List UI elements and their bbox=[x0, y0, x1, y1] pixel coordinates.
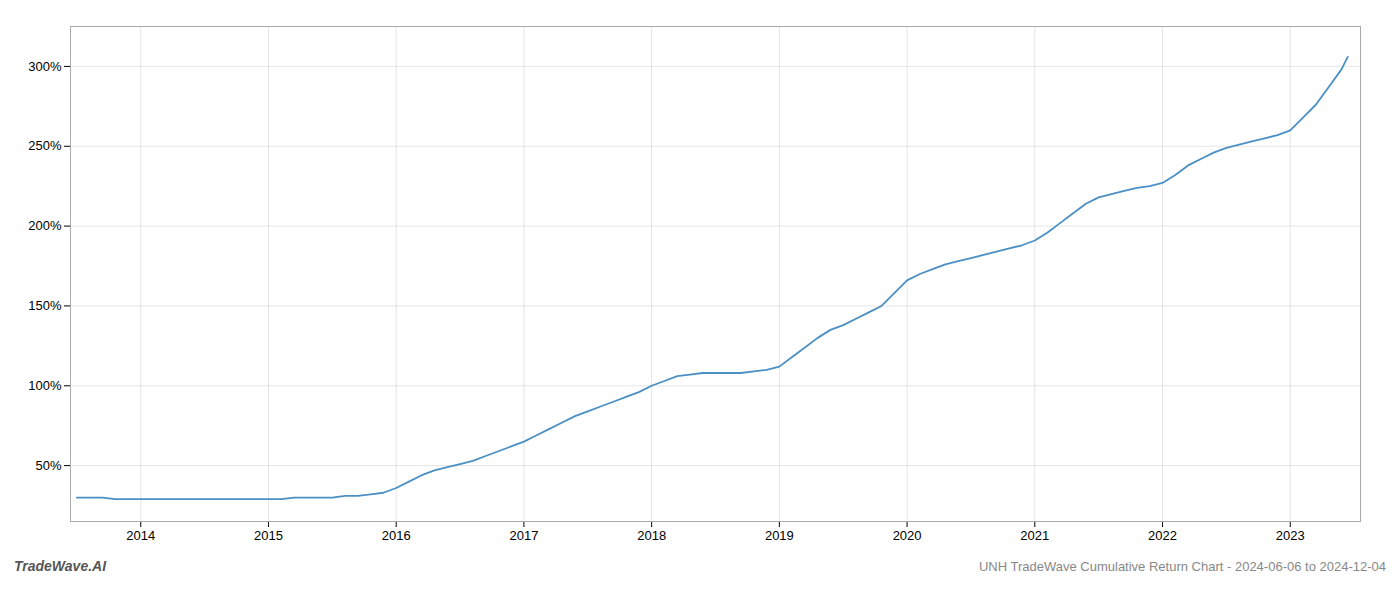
html-text:UNH TradeWave Cumulative Retur: UNH TradeWave Cumulative Return Chart - … bbox=[978, 559, 1386, 574]
svg-text:2020: 2020 bbox=[893, 528, 922, 543]
svg-text:2021: 2021 bbox=[1020, 528, 1049, 543]
svg-text:250%: 250% bbox=[28, 138, 62, 153]
svg-text:300%: 300% bbox=[28, 59, 62, 74]
svg-text:100%: 100% bbox=[28, 378, 62, 393]
svg-text:2022: 2022 bbox=[1148, 528, 1177, 543]
svg-text:2016: 2016 bbox=[382, 528, 411, 543]
svg-text:2018: 2018 bbox=[637, 528, 666, 543]
svg-text:50%: 50% bbox=[35, 458, 61, 473]
html-text:TradeWave.AI: TradeWave.AI bbox=[14, 558, 107, 574]
svg-text:200%: 200% bbox=[28, 218, 62, 233]
svg-text:2015: 2015 bbox=[254, 528, 283, 543]
svg-text:2019: 2019 bbox=[765, 528, 794, 543]
svg-text:2014: 2014 bbox=[126, 528, 155, 543]
svg-text:150%: 150% bbox=[28, 298, 62, 313]
svg-text:2017: 2017 bbox=[509, 528, 538, 543]
svg-text:2023: 2023 bbox=[1276, 528, 1305, 543]
